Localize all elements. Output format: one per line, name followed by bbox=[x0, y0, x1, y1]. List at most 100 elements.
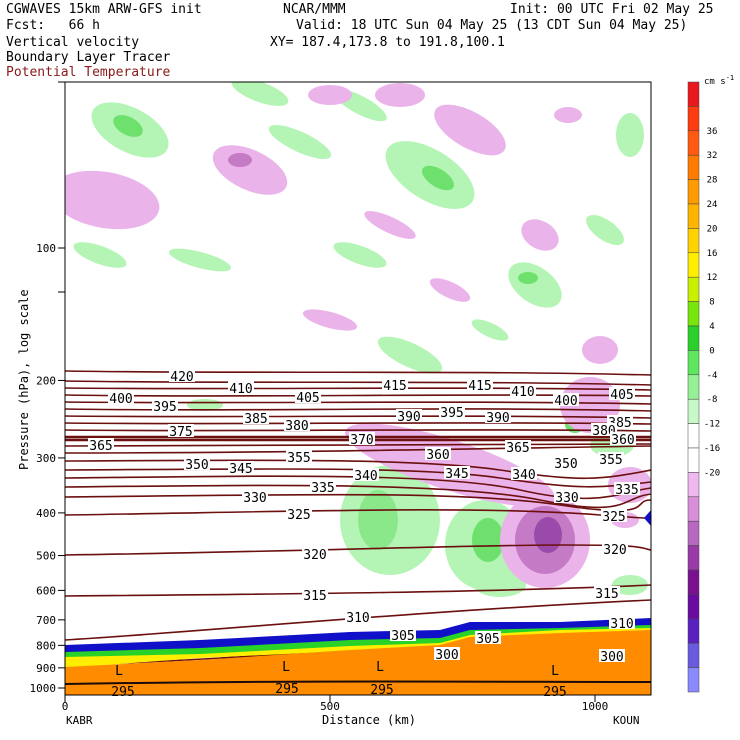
theta-label-bg bbox=[302, 588, 328, 601]
theta-label: 415 bbox=[468, 379, 491, 394]
theta-label: 360 bbox=[611, 433, 634, 448]
theta-label-bg bbox=[439, 405, 465, 418]
colorbar-tick-label: -16 bbox=[704, 444, 720, 454]
theta-label-bg bbox=[505, 440, 531, 453]
y-tick-label: 100 bbox=[36, 242, 56, 255]
x-axis-label: Distance (km) bbox=[322, 713, 416, 727]
colorbar-swatch bbox=[687, 154, 700, 180]
theta-label: 340 bbox=[512, 468, 535, 483]
colorbar-tick-label: -12 bbox=[704, 420, 720, 430]
colorbar-swatch bbox=[687, 569, 700, 595]
y-tick-label: 400 bbox=[36, 507, 56, 520]
theta-label-bg bbox=[554, 490, 580, 503]
low-marker: L bbox=[376, 660, 384, 675]
colorbar-swatch bbox=[687, 130, 700, 156]
theta-label: 315 bbox=[303, 589, 326, 604]
x-tick-label: 0 bbox=[62, 700, 69, 713]
boundary-layer-tracer bbox=[65, 618, 651, 668]
theta-label-bg bbox=[310, 480, 336, 493]
theta-label: 390 bbox=[397, 410, 420, 425]
theta-label: 310 bbox=[346, 611, 369, 626]
theta-label: 325 bbox=[287, 508, 310, 523]
colorbar-tick-label: 12 bbox=[707, 273, 718, 283]
theta-label: 360 bbox=[426, 448, 449, 463]
theta-label-bg bbox=[425, 447, 451, 460]
valid-time: Valid: 18 UTC Sun 04 May 25 (13 CDT Sun … bbox=[296, 18, 688, 33]
colorbar-swatch bbox=[687, 496, 700, 522]
theta-label-bg bbox=[614, 482, 640, 495]
theta-label-bg bbox=[511, 467, 537, 480]
theta-label-bg bbox=[284, 418, 310, 431]
theta-label-bg bbox=[228, 381, 254, 394]
terrain-fill bbox=[65, 630, 651, 695]
theta-label-bg bbox=[467, 378, 493, 391]
theta-label-bg bbox=[475, 631, 501, 644]
theta-label: 355 bbox=[599, 453, 622, 468]
x-tick-label: 1000 bbox=[582, 700, 609, 713]
theta-label: 405 bbox=[610, 388, 633, 403]
theta-label-bg bbox=[434, 647, 460, 660]
colorbar-tick-label: 8 bbox=[709, 298, 714, 308]
colorbar-swatch bbox=[687, 350, 700, 376]
theta-label: 295 bbox=[543, 685, 566, 700]
theta-label: 420 bbox=[170, 370, 193, 385]
theta-label-bg bbox=[390, 628, 416, 641]
theta-label-bg bbox=[243, 411, 269, 424]
plot-frame bbox=[64, 81, 652, 696]
org-label: NCAR/MMM bbox=[283, 2, 346, 17]
theta-label: 320 bbox=[603, 543, 626, 558]
colorbar-swatch bbox=[687, 203, 700, 229]
colorbar-tick-label: 32 bbox=[707, 151, 718, 161]
theta-label-bg bbox=[444, 466, 470, 479]
theta-label: 355 bbox=[287, 451, 310, 466]
theta-label: 340 bbox=[354, 469, 377, 484]
theta-label: 365 bbox=[89, 439, 112, 454]
theta-label: 305 bbox=[476, 632, 499, 647]
theta-label-bg bbox=[553, 393, 579, 406]
theta-label-bg bbox=[108, 391, 134, 404]
colorbar-tick-label: 0 bbox=[709, 346, 714, 356]
low-marker: L bbox=[115, 664, 123, 679]
cross-section-coords: XY= 187.4,173.8 to 191.8,100.1 bbox=[270, 35, 505, 50]
colorbar-tick-label: 24 bbox=[707, 200, 718, 210]
theta-label: 400 bbox=[554, 394, 577, 409]
y-tick-label: 1000 bbox=[30, 682, 57, 695]
colorbar-tick-label: 36 bbox=[707, 127, 718, 137]
theta-label-bg bbox=[286, 450, 312, 463]
x-tick-label: 500 bbox=[320, 700, 340, 713]
theta-label: 345 bbox=[445, 467, 468, 482]
y-tick-label: 900 bbox=[36, 662, 56, 675]
theta-label-bg bbox=[345, 610, 371, 623]
theta-label: 365 bbox=[506, 441, 529, 456]
colorbar-swatch bbox=[687, 252, 700, 278]
theta-label: 410 bbox=[511, 385, 534, 400]
y-axis: 100 200 300 400 500 600 700 800 900 1000 bbox=[30, 81, 65, 695]
theta-label-bg bbox=[485, 410, 511, 423]
colorbar-swatch bbox=[687, 301, 700, 327]
theta-label-bg bbox=[602, 542, 628, 555]
theta-label: 400 bbox=[109, 392, 132, 407]
theta-label-bg bbox=[349, 432, 375, 445]
forecast-hour: Fcst: 66 h bbox=[6, 18, 100, 33]
colorbar-swatch bbox=[687, 423, 700, 449]
theta-label-bg bbox=[88, 438, 114, 451]
theta-label-bg bbox=[184, 457, 210, 470]
theta-label: 390 bbox=[486, 411, 509, 426]
theta-label: 410 bbox=[229, 382, 252, 397]
colorbar-unit: cm s-1 bbox=[704, 74, 734, 87]
colorbar-swatch bbox=[687, 594, 700, 620]
colorbar-swatch bbox=[687, 325, 700, 351]
wind-vector-marker bbox=[644, 510, 651, 526]
y-tick-label: 600 bbox=[36, 584, 56, 597]
theta-label-bg bbox=[228, 461, 254, 474]
theta-label: 380 bbox=[285, 419, 308, 434]
theta-label-bg bbox=[599, 649, 625, 662]
theta-label-bg bbox=[610, 432, 636, 445]
x-right-station: KOUN bbox=[613, 714, 640, 727]
theta-label: 350 bbox=[185, 458, 208, 473]
y-tick-label: 800 bbox=[36, 639, 56, 652]
colorbar-tick-label: 16 bbox=[707, 249, 718, 259]
colorbar: 36 32 28 24 20 16 12 8 4 0 -4 -8 -12 -16 -20 bbox=[687, 81, 720, 693]
colorbar-swatch bbox=[687, 179, 700, 205]
